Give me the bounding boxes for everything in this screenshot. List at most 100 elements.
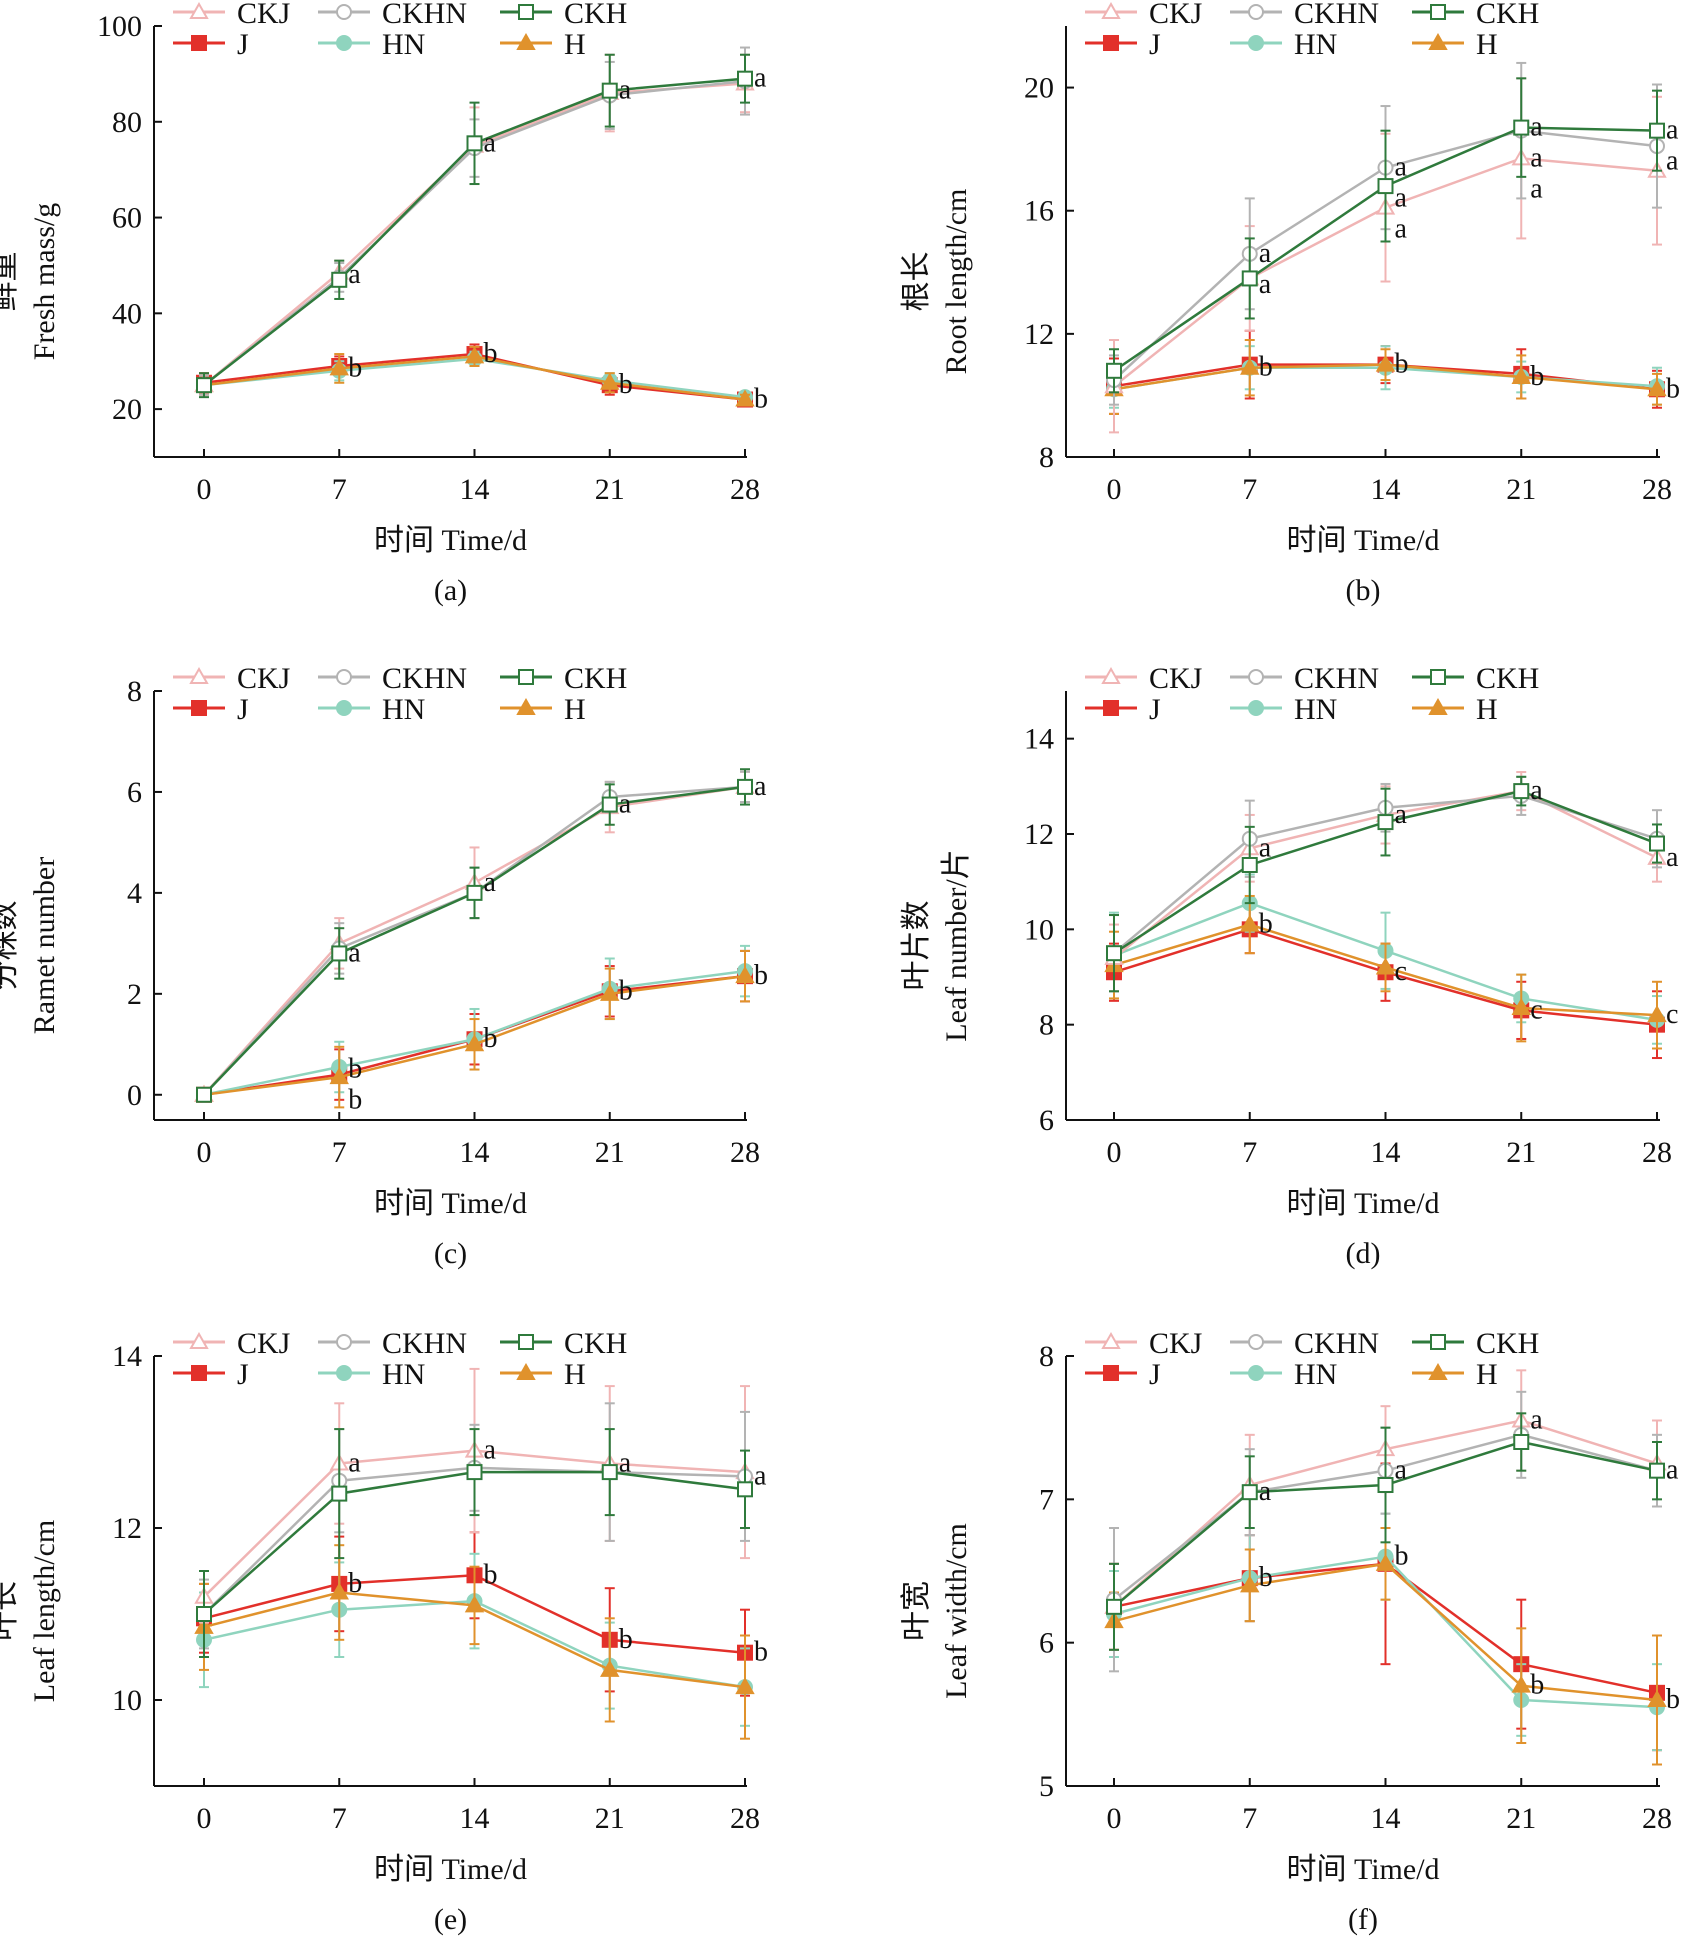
legend-marker [189,1,209,19]
x-tick-label: 14 [1371,1802,1401,1835]
y-tick-label: 80 [112,106,142,139]
legend-marker [516,1362,536,1380]
legend-marker [1103,35,1119,51]
legend-label: CKHN [1294,0,1379,30]
legend-item-h: H [500,693,586,726]
series-ckhn [196,46,753,396]
x-tick-label: 14 [1371,1136,1401,1169]
x-tick-label: 21 [595,1802,625,1835]
data-point [1377,1477,1394,1493]
legend: CKJ CKHN CKH J HN H [1085,1327,1539,1391]
y-tick-label: 12 [1024,818,1054,851]
x-tick-label: 7 [332,1802,347,1835]
series-h [1104,339,1667,415]
significance-letter: a [1666,1455,1679,1486]
significance-letter: b [348,1568,362,1599]
legend-label: CKJ [1149,662,1203,695]
data-point [1513,1434,1530,1450]
y-axis-title-cn: 叶长 [0,1581,21,1641]
data-point [601,796,618,813]
significance-letter: c [1530,994,1542,1025]
significance-letter: a [754,1460,767,1491]
data-point [600,1659,620,1677]
legend-item-ckhn: CKHN [1230,0,1379,30]
data-point [1106,945,1122,962]
x-tick-label: 0 [1107,1802,1122,1835]
y-axis-title-cn: 鲜重 [0,252,21,312]
x-tick-label: 7 [1242,473,1257,506]
y-tick-label: 6 [1039,1104,1054,1137]
data-point [331,1485,348,1502]
y-tick-label: 40 [112,297,142,330]
y-tick-label: 7 [1039,1483,1054,1516]
data-point [737,70,753,87]
x-tick-label: 7 [1242,1136,1257,1169]
legend-marker [1430,4,1446,20]
legend-item-ckhn: CKHN [318,662,467,695]
y-tick-label: 2 [127,978,142,1011]
data-point [1649,122,1665,139]
significance-letter: c [1666,999,1678,1030]
data-point [1647,1005,1667,1023]
data-point [737,1481,753,1498]
x-axis-title: 时间 Time/d [374,1187,527,1220]
data-point [1649,1462,1665,1479]
x-tick-label: 28 [730,473,760,506]
legend-label: CKHN [1294,662,1379,695]
x-tick-label: 7 [332,1136,347,1169]
significance-letter: b [1259,909,1273,940]
data-point [1240,1575,1260,1593]
legend-item-ckhn: CKHN [1230,1327,1379,1360]
series-ckh [1106,1412,1665,1651]
significance-letter: a [484,127,497,158]
significance-letter: a [1395,799,1408,830]
data-point [1513,119,1530,136]
data-point [1511,366,1531,384]
significance-letter: a [619,1448,632,1479]
data-point [735,966,755,984]
legend-item-hn: HN [318,693,425,726]
significance-letter: b [1259,352,1273,383]
y-tick-label: 12 [112,1512,142,1545]
data-point [1106,362,1122,379]
x-axis-title: 时间 Time/d [1286,1853,1439,1886]
legend-marker [336,669,352,685]
legend-marker [336,35,352,51]
legend-marker [1430,1334,1446,1350]
significance-letter: b [754,384,768,415]
y-tick-label: 16 [1024,195,1054,228]
x-tick-label: 28 [1642,1136,1672,1169]
legend-marker [1428,1362,1448,1380]
legend-label: CKHN [382,1327,467,1360]
significance-letter: a [1259,238,1272,269]
legend-item-ckhn: CKHN [318,1327,467,1360]
legend-marker [1248,1365,1264,1381]
data-point [1106,1598,1122,1615]
data-point [1647,1689,1667,1707]
y-axis-title-cn: 叶片数 [900,901,933,991]
x-tick-label: 0 [197,1136,212,1169]
legend-marker [336,4,352,20]
legend-label: J [1149,693,1161,726]
data-point [600,372,620,390]
legend-item-ckhn: CKHN [318,0,467,30]
y-tick-label: 8 [127,675,142,708]
x-tick-label: 21 [1506,1136,1536,1169]
legend: CKJ CKHN CKH J HN H [1085,0,1539,61]
data-point [600,983,620,1001]
legend-marker [1248,4,1264,20]
significance-letter: b [1395,349,1409,380]
legend: CKJ CKHN CKH J HN H [173,1327,627,1391]
legend-label: CKJ [237,0,291,30]
legend-marker [518,669,534,685]
significance-letter: a [1530,174,1543,205]
legend-marker [518,1334,534,1350]
y-axis-title-cn: 根长 [900,252,933,312]
data-point [466,135,483,152]
legend-label: H [564,693,586,726]
data-point [464,346,485,364]
y-axis-title: Root length/cm [940,189,973,375]
significance-letter: b [754,960,768,991]
y-axis-title: Leaf length/cm [28,1520,61,1702]
significance-letter: b [1530,361,1544,392]
